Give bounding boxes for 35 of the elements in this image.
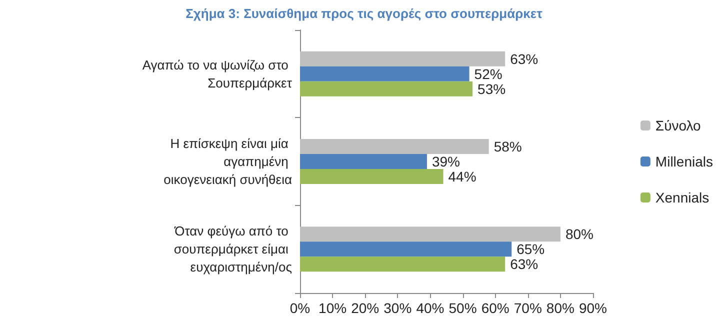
data-label: 80% (565, 226, 594, 242)
x-tick-label: 60% (481, 300, 510, 316)
data-label: 58% (494, 138, 522, 154)
legend-label: Σύνολο (655, 118, 702, 134)
data-label: 63% (510, 256, 538, 272)
legend-label: Millenials (655, 154, 714, 170)
bar (300, 81, 473, 96)
x-tick-label: 80% (546, 300, 574, 316)
data-label: 39% (432, 154, 460, 170)
bar (300, 51, 506, 66)
chart-title: Σχήμα 3: Συναίσθημα προς τις αγορές στο σουπερμάρκετ (186, 6, 543, 21)
x-tick-label: 10% (318, 300, 347, 316)
data-label: 53% (478, 80, 506, 97)
data-label: 65% (516, 241, 545, 258)
x-tick-label: 40% (416, 300, 444, 316)
x-tick-label: 90% (578, 300, 608, 316)
legend-label: Xennials (655, 190, 710, 206)
x-tick-label: 70% (514, 300, 542, 316)
bar (300, 226, 560, 242)
bar (300, 154, 427, 169)
bar (300, 66, 470, 82)
bar (300, 242, 512, 257)
y-tick-label: Αγαπώ το να ψωνίζω στο Σουπερμάρκετ (142, 57, 293, 90)
x-tick-label: 0% (290, 300, 310, 316)
x-tick-label: 20% (351, 300, 380, 316)
y-tick-label: Η επίσκεψη είναι μία αγαπημένη οικογενειακή συνήθεια (164, 136, 292, 187)
bar (300, 169, 444, 184)
data-label: 63% (510, 50, 538, 67)
x-tick-label: 50% (448, 300, 477, 316)
x-tick-label: 30% (384, 300, 412, 316)
bar (300, 256, 506, 272)
bar (300, 139, 489, 154)
y-tick-label: Όταν φεύγω από το σουπερμάρκετ είμαι ευχαριστημένη/ος (174, 224, 292, 275)
data-label: 52% (474, 66, 502, 82)
data-label: 44% (448, 168, 476, 184)
